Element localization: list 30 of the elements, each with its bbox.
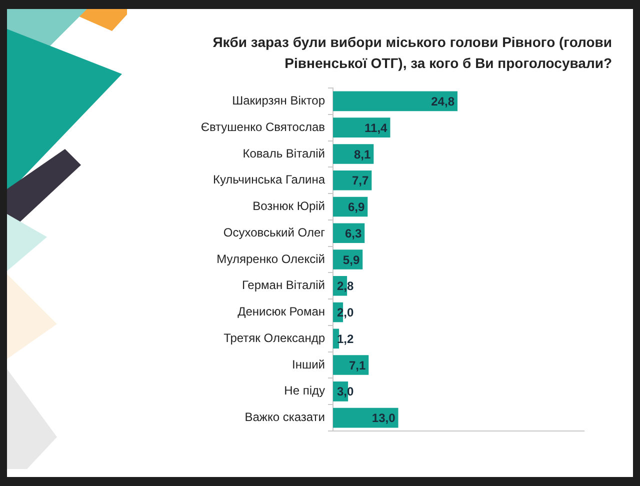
chart-title: Якби зараз були вибори міського голови Рівного (голови Рівненської ОТГ), за кого б Ви проголосували? xyxy=(212,33,612,73)
y-tick-label: Кульчинська Галина xyxy=(212,172,326,187)
y-tick-label: Осуховський Олег xyxy=(223,225,326,240)
y-tick-label: Муляренко Олексій xyxy=(216,252,325,266)
y-tick-label: Інший xyxy=(292,357,325,372)
y-tick-label: Вознюк Юрій xyxy=(252,199,325,214)
data-label: 13,0 xyxy=(372,411,396,426)
y-tick-label: Важко сказати xyxy=(244,410,325,424)
data-label: 8,1 xyxy=(354,147,371,162)
data-label: 6,9 xyxy=(348,200,365,214)
data-label: 24,8 xyxy=(431,94,455,109)
bar xyxy=(333,408,398,428)
bar xyxy=(333,328,340,349)
bar xyxy=(333,144,374,164)
y-tick-label: Євтушенко Святослав xyxy=(200,120,325,134)
y-tick-label: Денисюк Роман xyxy=(238,304,325,319)
bar xyxy=(333,118,390,138)
y-tick-label: Герман Віталій xyxy=(242,278,325,292)
data-label: 11,4 xyxy=(364,120,388,135)
y-tick-label: Не піду xyxy=(284,384,325,398)
data-label: 7,1 xyxy=(348,358,366,372)
bar xyxy=(333,91,458,112)
bar xyxy=(333,355,369,375)
data-label: 6,3 xyxy=(344,226,362,240)
y-tick-label: Третяк Олександр xyxy=(224,330,326,345)
data-label: 7,7 xyxy=(352,174,369,188)
y-tick-label: Коваль Віталій xyxy=(242,146,325,160)
bar xyxy=(333,170,372,190)
data-label: 5,9 xyxy=(342,252,360,267)
y-tick-label: Шакирзян Віктор xyxy=(232,94,326,108)
